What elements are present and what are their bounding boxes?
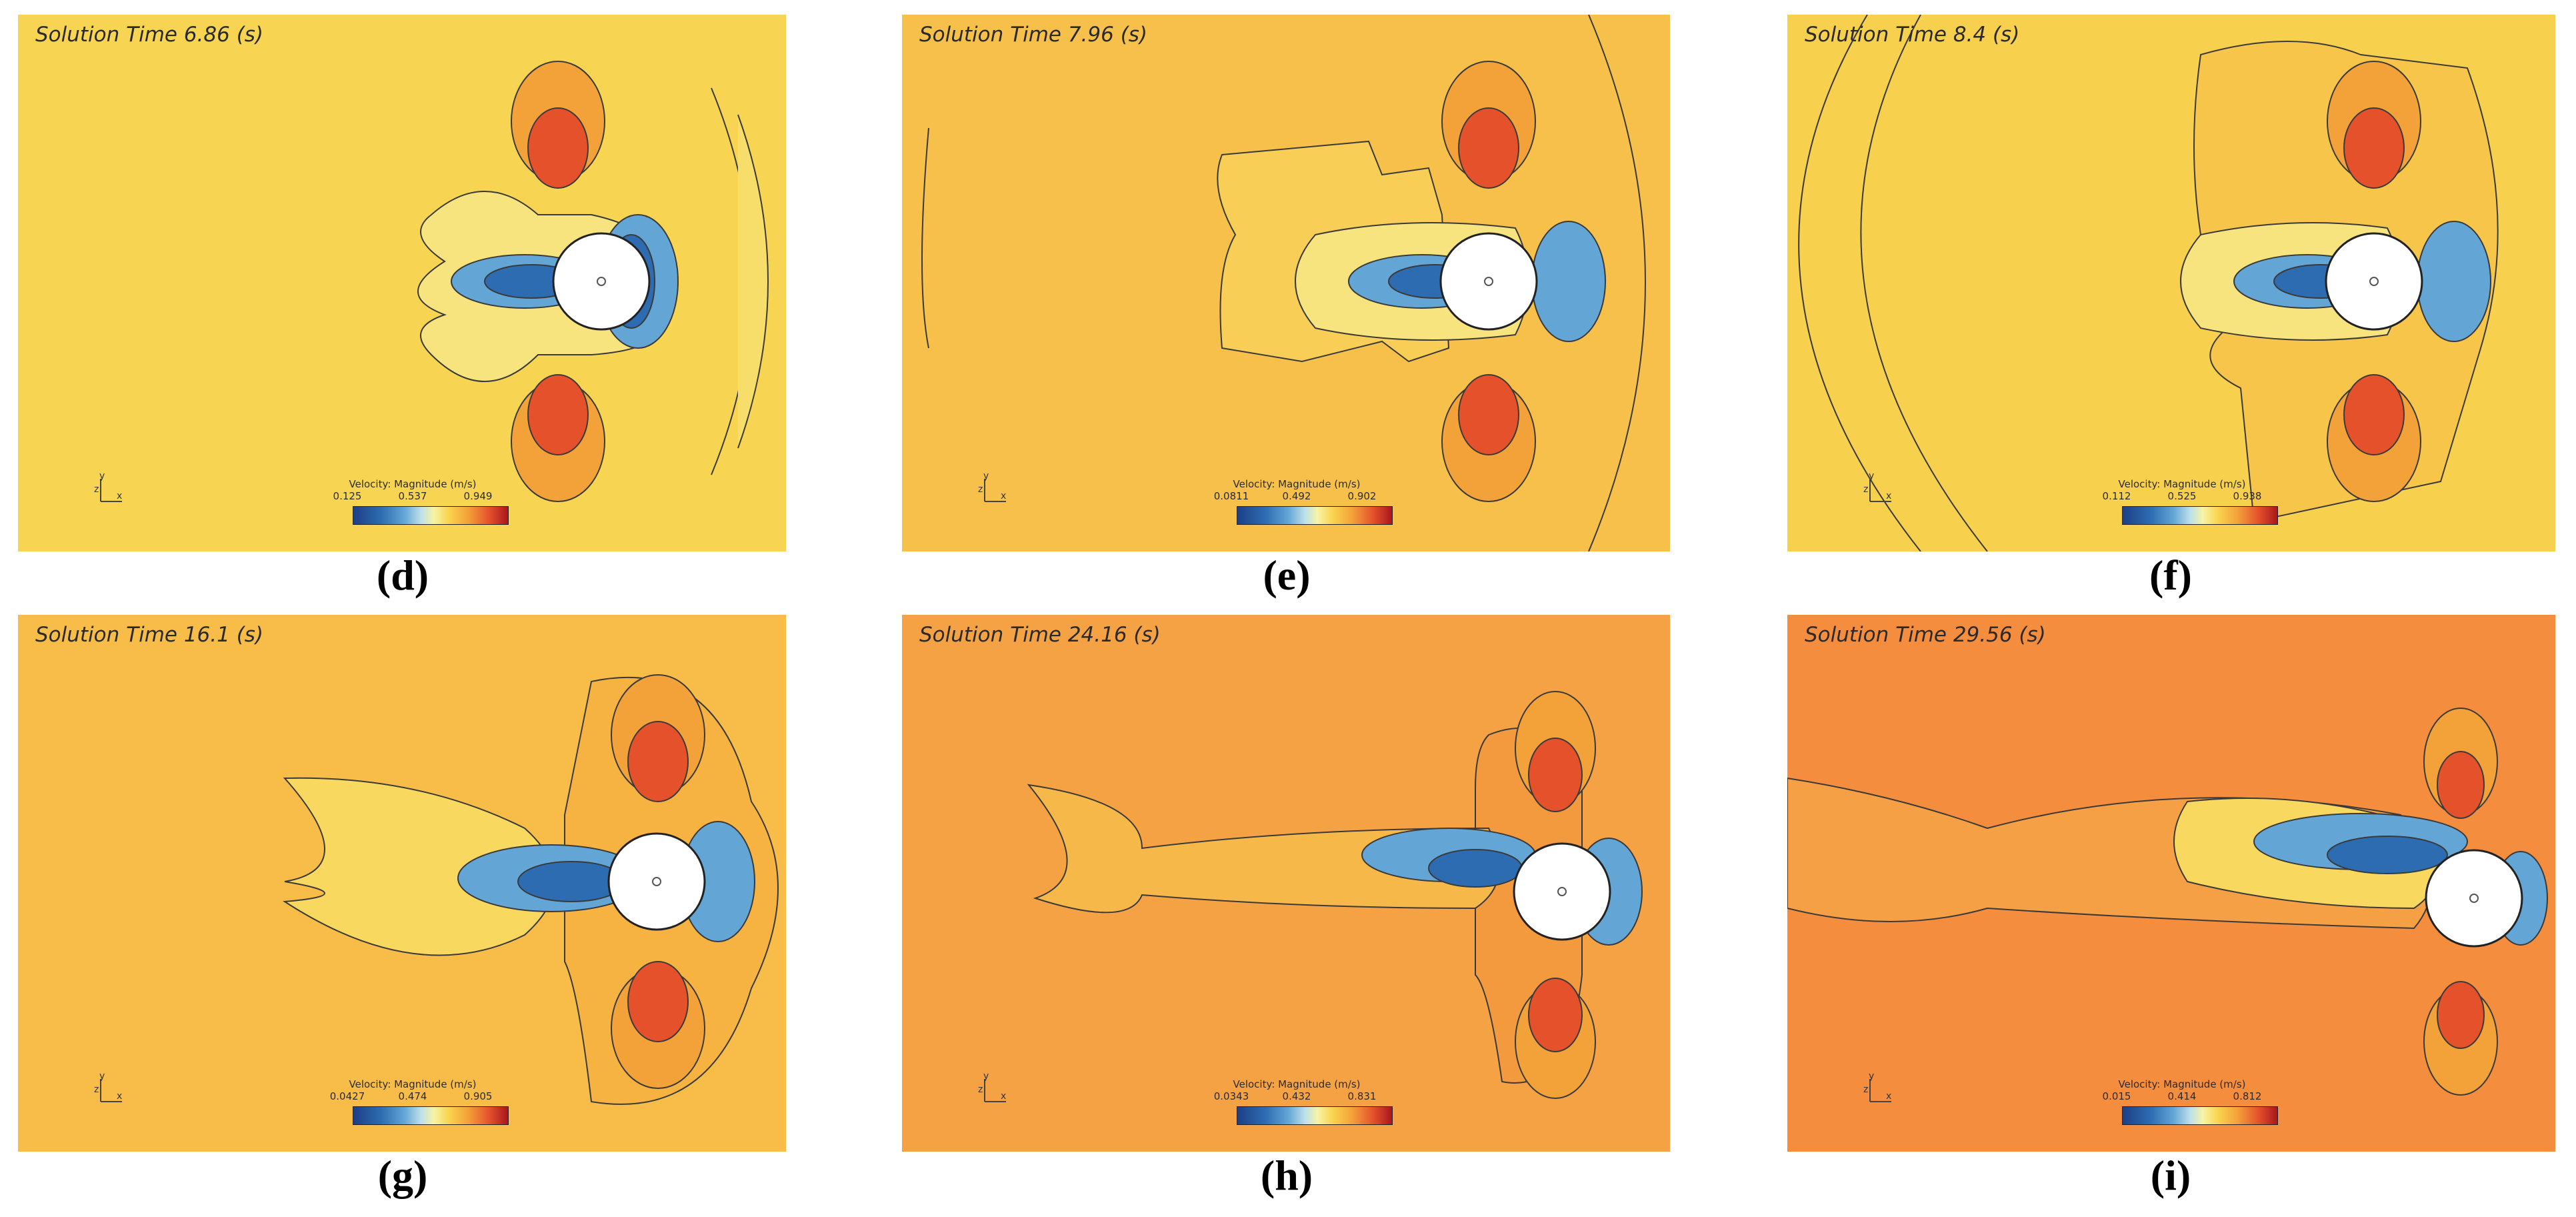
cylinder <box>1513 842 1611 941</box>
velocity-legend: Velocity: Magnitude (m/s) 0.0811 0.492 0… <box>1214 478 1393 538</box>
solution-time-label: Solution Time 16.1 (s) <box>35 623 264 647</box>
legend-mid-value: 0.525 <box>2167 490 2197 502</box>
svg-text:x: x <box>1001 1091 1006 1102</box>
legend-title: Velocity: Magnitude (m/s) <box>349 478 477 490</box>
panel-g: Solution Time 16.1 (s) y z x Velocity: M… <box>18 615 786 1152</box>
solution-time-label: Solution Time 7.96 (s) <box>919 23 1148 47</box>
cylinder <box>1439 232 1538 331</box>
legend-max-value: 0.902 <box>1347 490 1377 502</box>
svg-text:z: z <box>94 1084 99 1095</box>
legend-min-value: 0.0343 <box>1213 1090 1249 1102</box>
panel-caption-d: (d) <box>376 551 429 599</box>
panel-i: Solution Time 29.56 (s) y z x Velocity: … <box>1787 615 2555 1152</box>
velocity-legend: Velocity: Magnitude (m/s) 0.125 0.537 0.… <box>333 478 509 538</box>
svg-text:y: y <box>1869 1072 1874 1082</box>
legend-max-value: 0.831 <box>1347 1090 1377 1102</box>
panel-caption-e: (e) <box>1263 551 1311 599</box>
legend-title: Velocity: Magnitude (m/s) <box>349 1078 477 1090</box>
solution-time-label: Solution Time 29.56 (s) <box>1805 623 2046 647</box>
colorbar <box>353 1106 509 1125</box>
legend-title: Velocity: Magnitude (m/s) <box>2118 478 2246 490</box>
legend-max-value: 0.938 <box>2233 490 2262 502</box>
panel-caption-g: (g) <box>377 1152 428 1199</box>
svg-text:x: x <box>1001 491 1006 501</box>
axis-triad-icon: y z x <box>94 1072 122 1102</box>
solution-time-label: Solution Time 8.4 (s) <box>1805 23 2020 47</box>
colorbar <box>353 506 509 525</box>
colorbar <box>1237 1106 1393 1125</box>
panel-h: Solution Time 24.16 (s) y z x Velocity: … <box>902 615 1670 1152</box>
panel-f: Solution Time 8.4 (s) y z x Velocity: Ma… <box>1787 15 2555 551</box>
panel-e: Solution Time 7.96 (s) y z x Velocity: M… <box>902 15 1670 551</box>
colorbar <box>2122 1106 2278 1125</box>
cylinder <box>2325 232 2423 331</box>
svg-text:y: y <box>983 1072 989 1082</box>
svg-text:z: z <box>94 484 99 495</box>
svg-text:z: z <box>978 1084 983 1095</box>
svg-text:y: y <box>99 1072 105 1082</box>
legend-min-value: 0.125 <box>333 490 362 502</box>
panel-caption-f: (f) <box>2149 551 2192 599</box>
legend-min-value: 0.015 <box>2102 1090 2131 1102</box>
legend-mid-value: 0.474 <box>398 1090 427 1102</box>
legend-max-value: 0.949 <box>463 490 493 502</box>
velocity-contour-field <box>18 15 786 551</box>
legend-title: Velocity: Magnitude (m/s) <box>1233 478 1361 490</box>
colorbar <box>1237 506 1393 525</box>
cylinder <box>607 832 706 931</box>
legend-min-value: 0.0427 <box>329 1090 365 1102</box>
svg-text:x: x <box>117 1091 122 1102</box>
legend-mid-value: 0.414 <box>2167 1090 2197 1102</box>
legend-min-value: 0.0811 <box>1213 490 1249 502</box>
svg-text:y: y <box>99 472 105 481</box>
svg-text:x: x <box>1886 491 1891 501</box>
velocity-legend: Velocity: Magnitude (m/s) 0.015 0.414 0.… <box>2102 1078 2278 1138</box>
velocity-legend: Velocity: Magnitude (m/s) 0.112 0.525 0.… <box>2102 478 2278 538</box>
legend-title: Velocity: Magnitude (m/s) <box>2118 1078 2246 1090</box>
cylinder <box>552 232 651 331</box>
panel-caption-i: (i) <box>2150 1152 2191 1199</box>
svg-text:y: y <box>983 472 989 481</box>
velocity-contour-field <box>902 15 1670 551</box>
svg-text:y: y <box>1869 472 1874 481</box>
axis-triad-icon: y z x <box>94 472 122 502</box>
axis-triad-icon: y z x <box>978 472 1006 502</box>
velocity-contour-field <box>902 615 1670 1152</box>
solution-time-label: Solution Time 24.16 (s) <box>919 623 1161 647</box>
velocity-contour-field <box>1787 615 2555 1152</box>
legend-title: Velocity: Magnitude (m/s) <box>1233 1078 1361 1090</box>
velocity-contour-field <box>1787 15 2555 551</box>
solution-time-label: Solution Time 6.86 (s) <box>35 23 264 47</box>
velocity-legend: Velocity: Magnitude (m/s) 0.0343 0.432 0… <box>1214 1078 1393 1138</box>
legend-mid-value: 0.432 <box>1282 1090 1311 1102</box>
svg-text:z: z <box>978 484 983 495</box>
svg-text:x: x <box>1886 1091 1891 1102</box>
panel-d: Solution Time 6.86 (s) y z x Velocity: M… <box>18 15 786 551</box>
legend-max-value: 0.812 <box>2233 1090 2262 1102</box>
velocity-legend: Velocity: Magnitude (m/s) 0.0427 0.474 0… <box>330 1078 509 1138</box>
cylinder <box>2425 849 2523 948</box>
svg-text:x: x <box>117 491 122 501</box>
colorbar <box>2122 506 2278 525</box>
svg-text:z: z <box>1863 484 1868 495</box>
legend-min-value: 0.112 <box>2102 490 2131 502</box>
velocity-contour-field <box>18 615 786 1152</box>
axis-triad-icon: y z x <box>1863 1072 1891 1102</box>
panel-caption-h: (h) <box>1260 1152 1313 1199</box>
svg-text:z: z <box>1863 1084 1868 1095</box>
axis-triad-icon: y z x <box>1863 472 1891 502</box>
legend-mid-value: 0.537 <box>398 490 427 502</box>
legend-mid-value: 0.492 <box>1282 490 1311 502</box>
axis-triad-icon: y z x <box>978 1072 1006 1102</box>
legend-max-value: 0.905 <box>463 1090 493 1102</box>
